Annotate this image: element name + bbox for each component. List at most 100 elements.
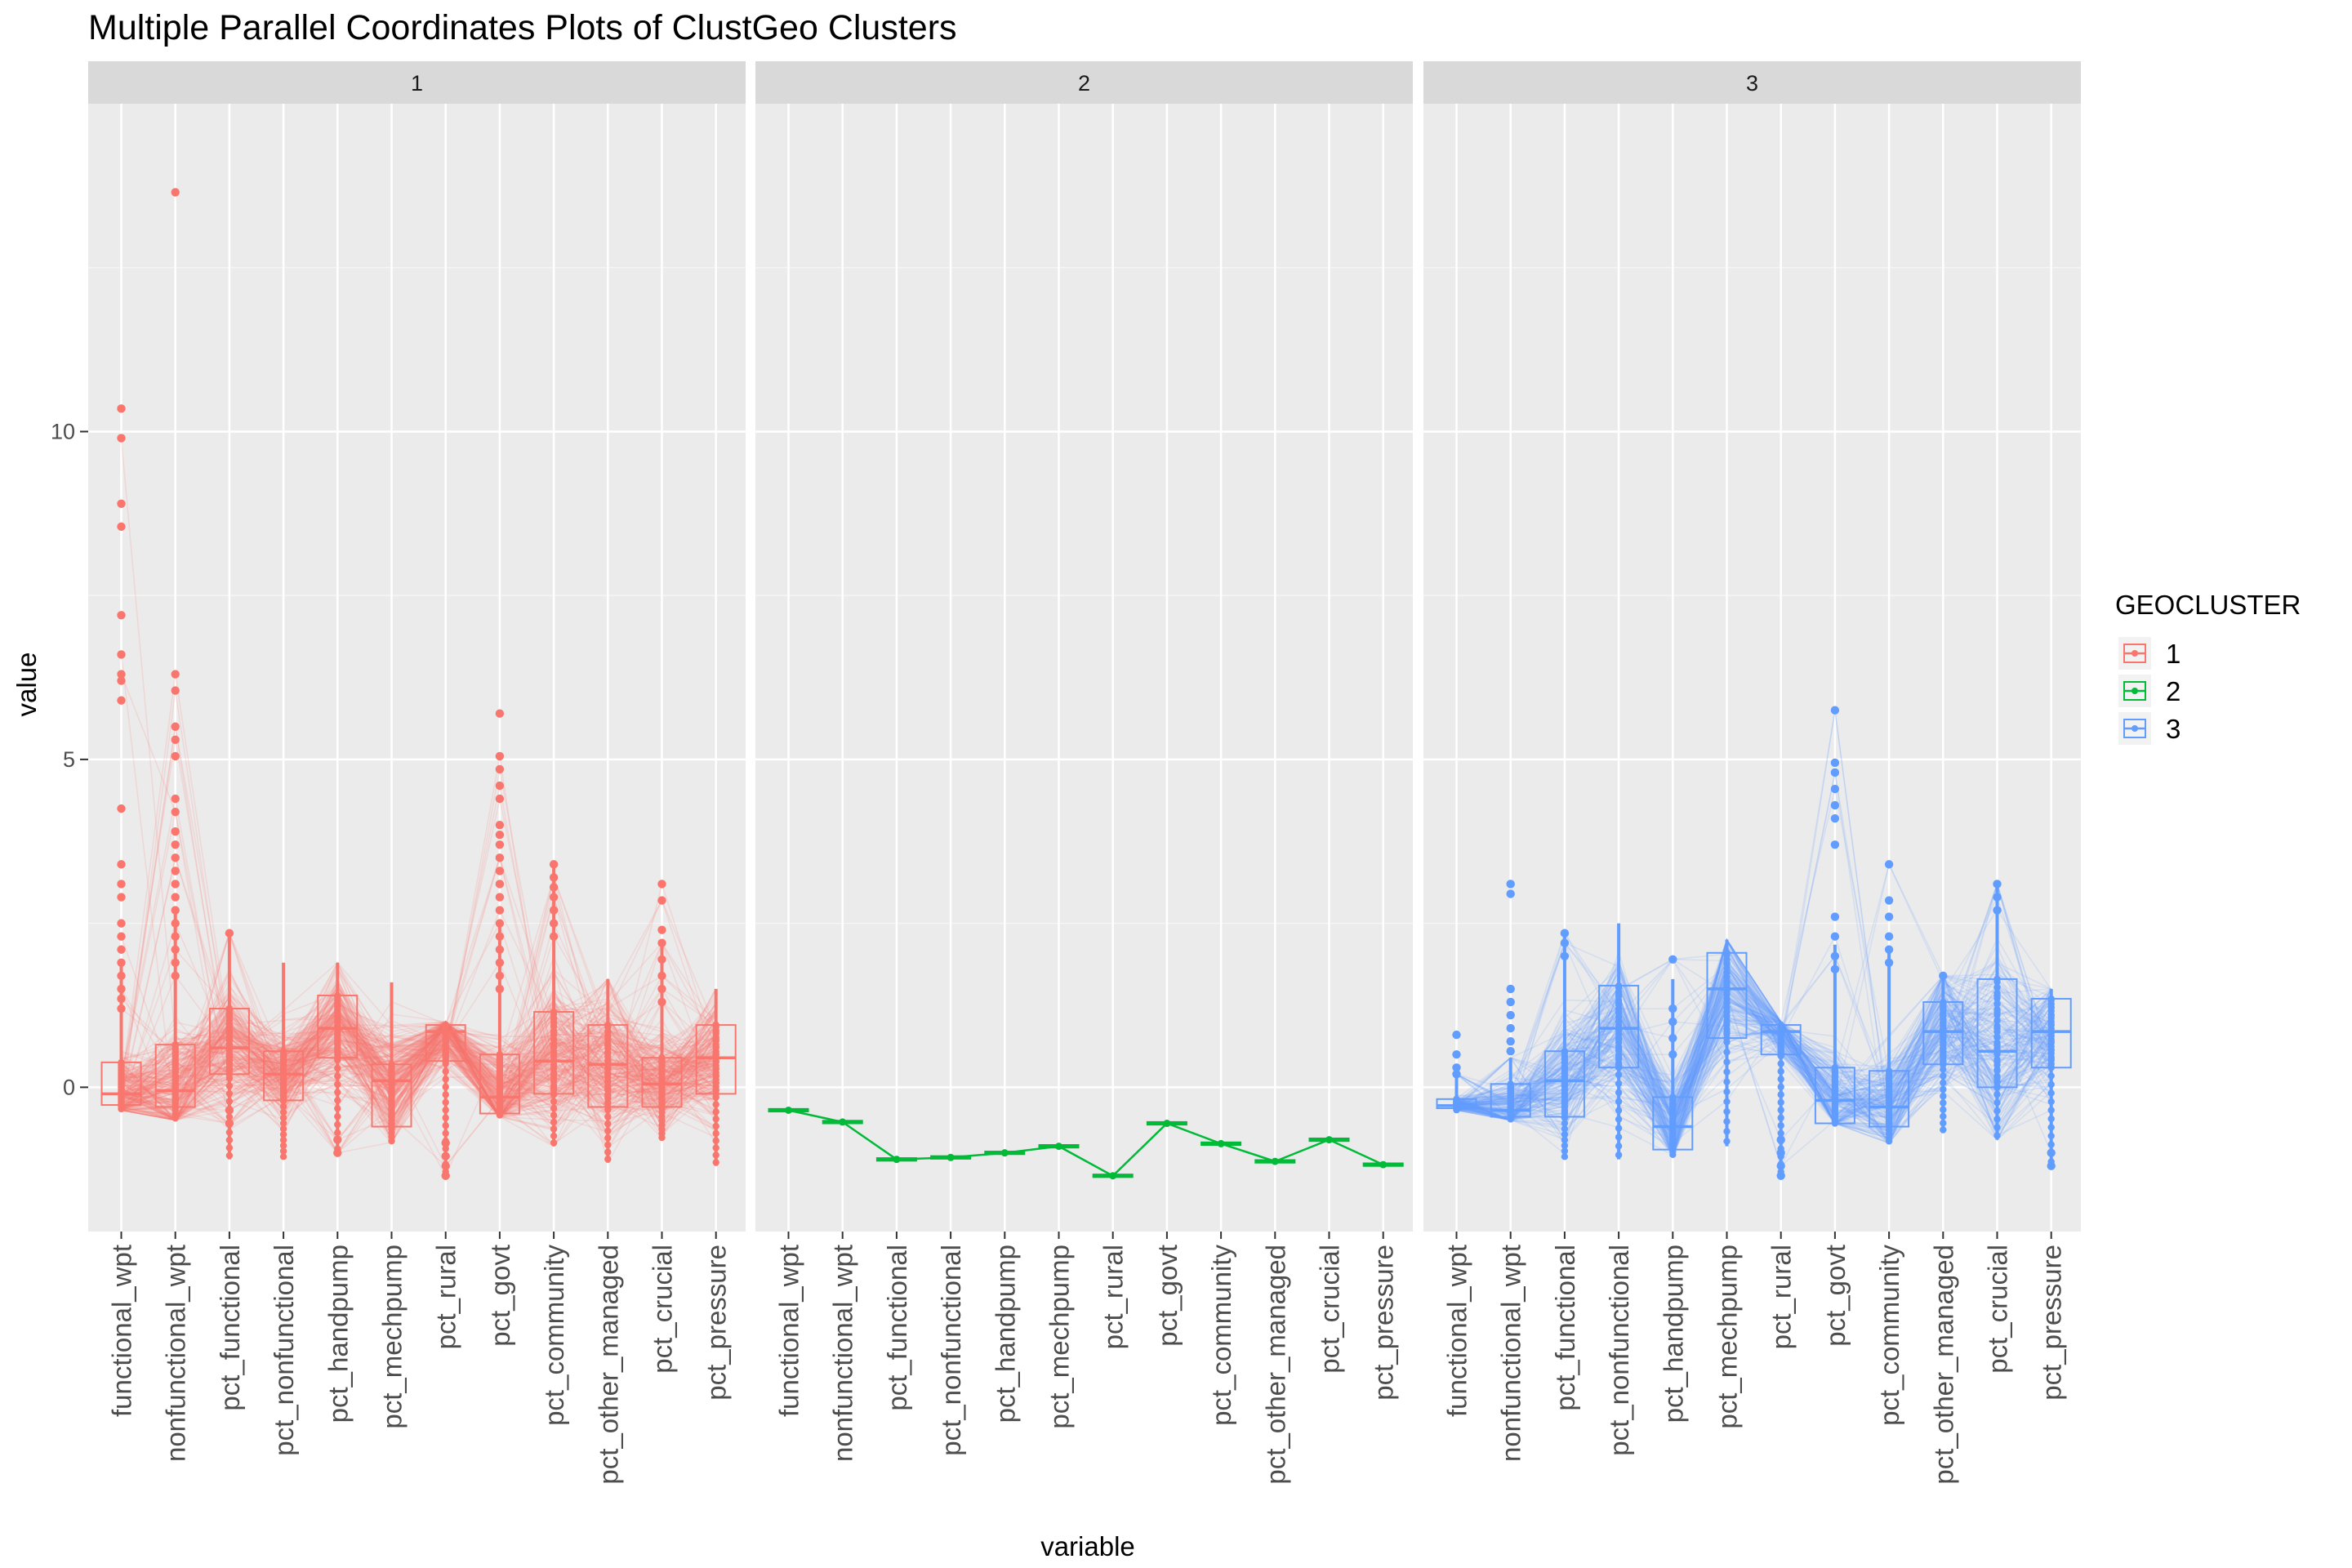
observation-line <box>121 1020 717 1131</box>
outlier-point <box>225 929 234 938</box>
boxplot-box <box>587 1024 629 1108</box>
observation-line <box>120 1022 717 1123</box>
outlier-point <box>1939 971 1948 981</box>
observation-line <box>1456 987 2052 1128</box>
observation-line <box>1456 996 2052 1118</box>
observation-line <box>1456 964 2051 1129</box>
data-point <box>604 1036 612 1043</box>
observation-line <box>1456 881 2052 1137</box>
data-point <box>712 1137 719 1144</box>
x-tick-label: nonfunctional_wpt <box>161 1245 191 1462</box>
outlier-point <box>2047 1148 2056 1157</box>
x-tick-label: pct_nonfunctional <box>936 1245 966 1456</box>
observation-line <box>1456 974 2051 1121</box>
data-point <box>279 1142 287 1149</box>
data-point <box>279 1086 287 1094</box>
observation-line <box>1456 955 2052 1138</box>
observation-line <box>1456 967 2052 1147</box>
observation-line <box>121 987 717 1098</box>
outlier-point <box>117 670 126 679</box>
observation-line <box>1456 991 2051 1168</box>
observation-line <box>121 981 717 1118</box>
observation-line <box>121 1006 716 1155</box>
observation-line <box>1456 977 2051 1125</box>
x-tick-label: functional_wpt <box>107 1245 137 1417</box>
observation-line <box>121 1019 717 1118</box>
observation-line <box>121 993 716 1094</box>
observation-line <box>1456 996 2051 1116</box>
outlier-point <box>333 1135 342 1144</box>
observation-line <box>121 1020 717 1115</box>
observation-line <box>1456 982 2052 1132</box>
data-point <box>1561 1108 1569 1116</box>
observation-line <box>1456 997 2052 1136</box>
observation-line <box>121 991 717 1130</box>
observation-line <box>1456 966 2052 1118</box>
data-point <box>1993 1098 2001 1107</box>
outlier-point <box>1884 860 1894 869</box>
data-point <box>1940 1126 1947 1134</box>
observation-line <box>1456 955 2052 1144</box>
observation-line <box>1456 1009 2051 1139</box>
data-point <box>604 1134 612 1142</box>
observation-line <box>121 1013 716 1118</box>
observation-line <box>120 1018 717 1120</box>
outlier-point <box>549 906 559 915</box>
observation-line <box>121 983 717 1125</box>
facet-strip <box>88 61 746 104</box>
observation-line <box>1456 999 2052 1144</box>
data-point <box>2047 1080 2055 1089</box>
data-point <box>604 1113 612 1120</box>
outlier-point <box>117 958 126 968</box>
observation-line <box>1456 998 2051 1139</box>
outlier-point <box>117 932 126 941</box>
observation-line <box>120 960 716 1111</box>
data-point <box>334 1048 341 1056</box>
observation-line <box>120 1017 716 1138</box>
data-point <box>225 1136 234 1144</box>
x-tick-label: pct_nonfunctional <box>1604 1245 1634 1456</box>
outlier-point <box>495 984 505 994</box>
observation-line <box>1456 944 2052 1159</box>
observation-line <box>1456 939 2051 1107</box>
outlier-point <box>1884 945 1894 954</box>
observation-line <box>121 969 716 1125</box>
observation-line <box>121 974 717 1120</box>
observation-line <box>121 785 717 1124</box>
data-point <box>1993 1033 2001 1040</box>
data-point <box>1615 1152 1623 1159</box>
data-point <box>604 1092 612 1099</box>
observation-line <box>1456 974 2051 1127</box>
observation-line <box>121 996 716 1112</box>
observation-line <box>1456 976 2052 1134</box>
observation-line <box>1456 940 2052 1121</box>
outlier-point <box>495 880 505 889</box>
observation-line <box>121 1024 717 1122</box>
data-point <box>1615 1125 1623 1132</box>
observation-line <box>121 1004 717 1112</box>
observation-line <box>1456 971 2052 1116</box>
observation-line <box>1456 982 2052 1144</box>
observation-line <box>121 768 716 1134</box>
data-point <box>1940 1072 1947 1080</box>
x-tick-label: pct_mechpump <box>377 1245 408 1429</box>
data-point <box>1993 1066 2001 1074</box>
data-point <box>1723 1049 1731 1056</box>
outlier-point <box>1668 955 1677 964</box>
observation-line <box>121 995 717 1111</box>
observation-line <box>121 989 717 1116</box>
data-point <box>1723 999 1731 1006</box>
data-point <box>279 1064 287 1071</box>
outlier-point <box>1506 997 1515 1007</box>
observation-line <box>1456 977 2052 1121</box>
outlier-point <box>1506 1010 1515 1020</box>
data-point <box>1993 1009 2001 1016</box>
outlier-point <box>117 434 126 443</box>
data-point <box>1561 1070 1569 1077</box>
observation-line <box>121 1009 717 1118</box>
observation-line <box>1456 1008 2052 1143</box>
outlier-point <box>495 919 505 928</box>
observation-line <box>121 1020 717 1142</box>
observation-line <box>121 1002 717 1135</box>
outlier-point <box>495 831 505 840</box>
